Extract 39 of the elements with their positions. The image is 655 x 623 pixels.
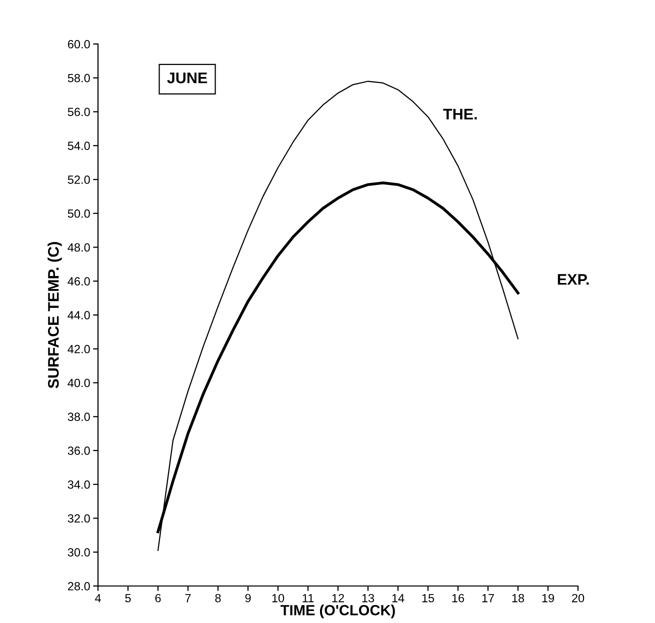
x-tick-label: 20: [572, 594, 584, 602]
y-tick-label: 58.0: [68, 74, 90, 82]
text: EXP.: [558, 274, 589, 285]
x-tick-label: 4: [94, 594, 101, 602]
annotation: JUNE: [167, 72, 208, 84]
x-tick-label: 16: [452, 594, 464, 602]
x-tick-label: 8: [215, 594, 221, 602]
x-tick-label: 5: [125, 594, 131, 602]
y-tick-label: 60.0: [68, 40, 90, 48]
y-tick-label: 40.0: [68, 378, 90, 388]
y-tick-label: 28.0: [68, 582, 90, 590]
y-tick-label: 52.0: [68, 176, 90, 184]
y-tick-label: 46.0: [68, 277, 90, 286]
y-tick-label: 50.0: [68, 209, 90, 218]
x-tick-label: 17: [482, 594, 494, 602]
x-tick-label: 15: [422, 594, 434, 602]
series-label: THE.: [443, 108, 477, 120]
y-tick-label: 36.0: [68, 446, 90, 455]
x-tick-label: 18: [512, 594, 524, 602]
y-tick-label: 54.0: [68, 142, 90, 150]
x-axis-title: TIME (O'CLOCK): [280, 604, 395, 618]
y-axis-title: SURFACE TEMP. (C): [48, 242, 62, 388]
y-tick-label: 38.0: [68, 412, 90, 422]
y-tick-label: 44.0: [68, 311, 90, 320]
y-tick-label: 32.0: [68, 514, 90, 523]
x-tick-label: 9: [245, 594, 251, 602]
y-tick-label: 42.0: [68, 344, 90, 354]
y-tick-label: 48.0: [68, 243, 90, 252]
x-tick-label: 6: [155, 594, 161, 602]
x-tick-label: 10: [272, 594, 284, 602]
y-tick-label: 56.0: [68, 108, 90, 116]
y-tick-label: 34.0: [68, 480, 90, 489]
x-tick-label: 14: [392, 594, 404, 602]
x-tick-label: 13: [362, 594, 374, 602]
x-tick-label: 12: [332, 594, 344, 602]
x-tick-label: 11: [302, 594, 314, 602]
x-tick-label: 19: [542, 594, 554, 602]
y-tick-label: 30.0: [68, 548, 90, 557]
x-tick-label: 7: [185, 594, 191, 602]
